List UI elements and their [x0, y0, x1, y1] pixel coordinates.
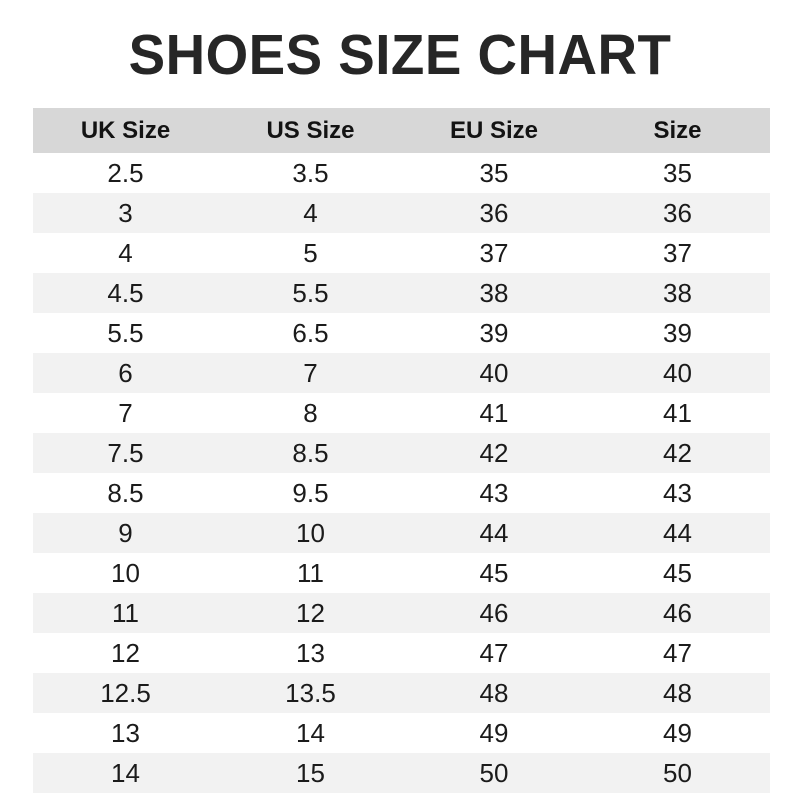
column-header-size: Size	[585, 108, 770, 153]
table-cell: 7.5	[33, 433, 218, 473]
table-cell: 4	[33, 233, 218, 273]
table-row: 4.5 5.5 38 38	[33, 273, 770, 313]
table-cell: 10	[33, 553, 218, 593]
column-header-us-size: US Size	[217, 108, 403, 153]
table-cell: 49	[402, 713, 585, 753]
table-cell: 41	[402, 393, 585, 433]
shoe-size-table: UK Size US Size EU Size Size 2.5 3.5 35 35 3…	[33, 108, 770, 793]
table-cell: 14	[33, 753, 218, 793]
table-row: 12 13 47 47	[33, 633, 770, 673]
table-cell: 47	[585, 633, 770, 673]
table-cell: 7	[217, 353, 403, 393]
table-cell: 35	[402, 153, 585, 193]
table-cell: 47	[402, 633, 585, 673]
table-cell: 38	[402, 273, 585, 313]
table-cell: 7	[33, 393, 218, 433]
table-header-row: UK Size US Size EU Size Size	[33, 108, 770, 153]
table-row: 2.5 3.5 35 35	[33, 153, 770, 193]
table-cell: 45	[402, 553, 585, 593]
table-cell: 42	[402, 433, 585, 473]
table-row: 13 14 49 49	[33, 713, 770, 753]
table-cell: 5.5	[217, 273, 403, 313]
table-row: 7 8 41 41	[33, 393, 770, 433]
table-cell: 3	[33, 193, 218, 233]
table-cell: 46	[585, 593, 770, 633]
table-row: 5.5 6.5 39 39	[33, 313, 770, 353]
table-cell: 13.5	[217, 673, 403, 713]
table-cell: 3.5	[217, 153, 403, 193]
table-row: 11 12 46 46	[33, 593, 770, 633]
table-cell: 50	[402, 753, 585, 793]
table-cell: 13	[33, 713, 218, 753]
table-cell: 4.5	[33, 273, 218, 313]
column-header-uk-size: UK Size	[33, 108, 218, 153]
table-cell: 43	[585, 473, 770, 513]
table-row: 3 4 36 36	[33, 193, 770, 233]
table-cell: 13	[217, 633, 403, 673]
table-row: 8.5 9.5 43 43	[33, 473, 770, 513]
table-cell: 44	[402, 513, 585, 553]
table-cell: 12.5	[33, 673, 218, 713]
table-cell: 8.5	[217, 433, 403, 473]
table-cell: 40	[402, 353, 585, 393]
table-cell: 36	[585, 193, 770, 233]
table-cell: 45	[585, 553, 770, 593]
table-row: 10 11 45 45	[33, 553, 770, 593]
table-row: 4 5 37 37	[33, 233, 770, 273]
column-header-eu-size: EU Size	[402, 108, 585, 153]
table-row: 14 15 50 50	[33, 753, 770, 793]
table-cell: 48	[402, 673, 585, 713]
table-cell: 39	[585, 313, 770, 353]
table-cell: 10	[217, 513, 403, 553]
table-row: 6 7 40 40	[33, 353, 770, 393]
page-title: SHOES SIZE CHART	[128, 23, 672, 87]
table-cell: 12	[33, 633, 218, 673]
table-cell: 44	[585, 513, 770, 553]
table-cell: 41	[585, 393, 770, 433]
table-cell: 6	[33, 353, 218, 393]
table-cell: 37	[585, 233, 770, 273]
table-cell: 5	[217, 233, 403, 273]
table-cell: 40	[585, 353, 770, 393]
table-cell: 9	[33, 513, 218, 553]
table-cell: 14	[217, 713, 403, 753]
table-cell: 39	[402, 313, 585, 353]
table-cell: 42	[585, 433, 770, 473]
table-cell: 12	[217, 593, 403, 633]
table-row: 9 10 44 44	[33, 513, 770, 553]
table-cell: 15	[217, 753, 403, 793]
table-cell: 46	[402, 593, 585, 633]
table-cell: 4	[217, 193, 403, 233]
table-cell: 8	[217, 393, 403, 433]
table-cell: 49	[585, 713, 770, 753]
table-cell: 43	[402, 473, 585, 513]
table-cell: 48	[585, 673, 770, 713]
table-row: 12.5 13.5 48 48	[33, 673, 770, 713]
table-cell: 11	[217, 553, 403, 593]
table-row: 7.5 8.5 42 42	[33, 433, 770, 473]
table-cell: 35	[585, 153, 770, 193]
table-cell: 37	[402, 233, 585, 273]
table-body: 2.5 3.5 35 35 3 4 36 36 4 5 37 37 4.5 5.5 38 38 5.5 6.5 39…	[33, 153, 770, 793]
table-cell: 38	[585, 273, 770, 313]
table-cell: 6.5	[217, 313, 403, 353]
table-cell: 5.5	[33, 313, 218, 353]
table-cell: 11	[33, 593, 218, 633]
table-cell: 9.5	[217, 473, 403, 513]
table-cell: 36	[402, 193, 585, 233]
table-cell: 50	[585, 753, 770, 793]
table-header: UK Size US Size EU Size Size	[33, 108, 770, 153]
table-cell: 8.5	[33, 473, 218, 513]
table-cell: 2.5	[33, 153, 218, 193]
